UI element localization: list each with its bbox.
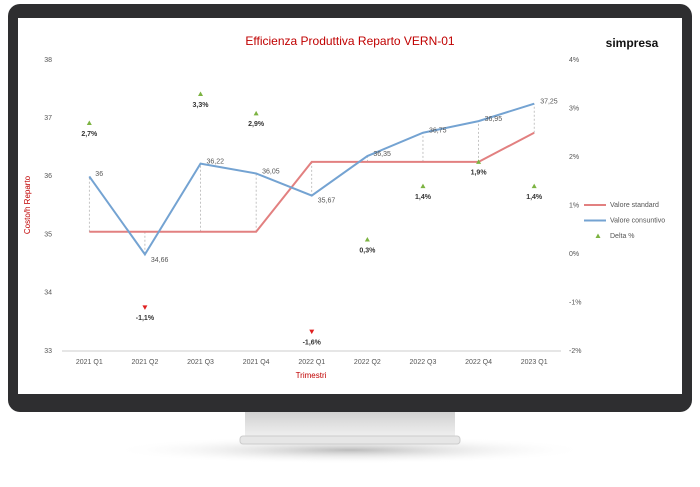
delta-marker: [142, 305, 148, 310]
x-tick-label: 2021 Q3: [187, 359, 214, 366]
y-tick-label: 33: [44, 348, 52, 355]
delta-label: 2,7%: [81, 131, 98, 138]
y2-tick-label: 0%: [569, 251, 579, 258]
delta-marker: [309, 329, 315, 335]
y2-tick-label: 2%: [569, 154, 579, 161]
delta-label: -1,6%: [303, 339, 322, 346]
delta-marker: [531, 183, 537, 189]
delta-label: 0,3%: [359, 247, 376, 254]
legend-marker: [595, 233, 601, 238]
x-tick-label: 2021 Q1: [76, 359, 103, 366]
value-label: 36,22: [207, 158, 225, 165]
y-axis-label: Costo/h Reparto: [23, 175, 32, 234]
screen: [18, 18, 682, 394]
x-tick-label: 2022 Q2: [354, 359, 381, 366]
value-label: 36,75: [429, 128, 447, 135]
value-label: 36,95: [485, 116, 503, 123]
delta-label: 2,9%: [248, 121, 265, 128]
x-tick-label: 2022 Q1: [298, 359, 325, 366]
value-label: 37,25: [540, 98, 558, 105]
y2-tick-label: 4%: [569, 57, 579, 64]
delta-label: -1,1%: [136, 315, 155, 322]
stand-base: [239, 435, 461, 445]
delta-label: 1,4%: [526, 194, 543, 201]
x-tick-label: 2023 Q1: [521, 359, 548, 366]
value-label: 36,35: [373, 151, 391, 158]
logo: simpresa: [606, 36, 659, 50]
value-label: 34,66: [151, 257, 169, 264]
legend-label: Valore standard: [610, 202, 659, 209]
delta-marker: [420, 183, 426, 189]
y2-tick-label: -2%: [569, 348, 581, 355]
x-tick-label: 2021 Q4: [243, 359, 270, 366]
legend-label: Delta %: [610, 233, 635, 240]
delta-label: 3,3%: [193, 102, 210, 109]
value-label: 36: [95, 171, 103, 178]
x-axis-label: Trimestri: [296, 371, 327, 380]
y2-tick-label: 3%: [569, 105, 579, 112]
series-line: [88, 102, 535, 257]
y-tick-label: 37: [44, 115, 52, 122]
shadow: [110, 436, 590, 464]
delta-marker: [476, 159, 482, 164]
y2-tick-label: -1%: [569, 299, 581, 306]
value-label: 36,05: [262, 168, 280, 175]
x-tick-label: 2022 Q4: [465, 359, 492, 366]
y-tick-label: 35: [44, 231, 52, 238]
value-label: 35,67: [318, 197, 336, 204]
delta-label: 1,9%: [471, 170, 488, 177]
chart-title: Efficienza Produttiva Reparto VERN-01: [245, 34, 455, 48]
delta-marker: [198, 91, 204, 96]
y-tick-label: 38: [44, 57, 52, 64]
x-tick-label: 2022 Q3: [410, 359, 437, 366]
delta-marker: [253, 110, 259, 116]
delta-label: 1,4%: [415, 194, 432, 201]
y2-tick-label: 1%: [569, 202, 579, 209]
stand: [245, 410, 455, 440]
legend-label: Valore consuntivo: [610, 217, 665, 224]
x-tick-label: 2021 Q2: [131, 359, 158, 366]
series-line: [89, 131, 535, 233]
delta-marker: [86, 120, 92, 126]
y-tick-label: 34: [44, 290, 52, 297]
y-tick-label: 36: [44, 173, 52, 180]
delta-marker: [364, 236, 370, 242]
